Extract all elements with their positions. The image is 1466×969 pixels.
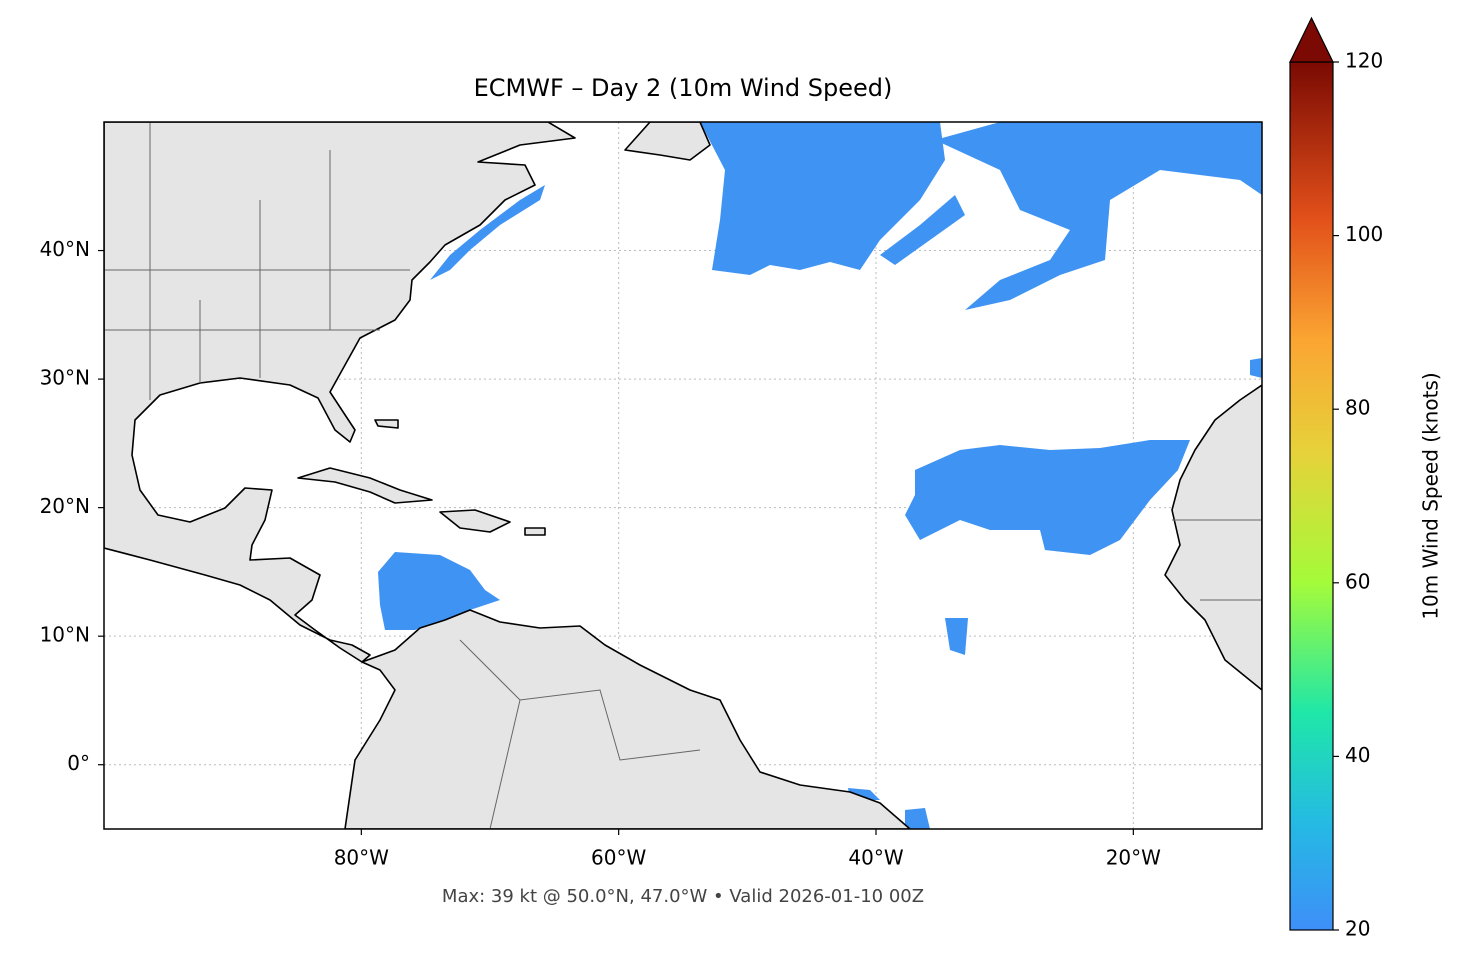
colorbar-tick-label: 20 xyxy=(1345,917,1370,941)
south-america xyxy=(344,609,911,829)
colorbar-tick-label: 100 xyxy=(1345,222,1383,246)
wind-patch xyxy=(1185,122,1262,195)
colorbar-bar xyxy=(1289,61,1334,931)
wind-patch xyxy=(905,440,1190,555)
newfoundland xyxy=(624,122,711,161)
colorbar-extend xyxy=(1289,16,1334,63)
y-tick-label: 0° xyxy=(67,751,90,775)
x-tick-label: 80°W xyxy=(334,846,389,870)
colorbar-tick-label: 60 xyxy=(1345,569,1370,593)
axes: 80°W 60°W 40°W 20°W 0° 10°N 20°N 30°N 40°N xyxy=(40,237,1162,869)
x-tick-label: 60°W xyxy=(591,846,646,870)
jamaica xyxy=(374,419,399,429)
north-america xyxy=(104,122,576,663)
colorbar-tick-label: 120 xyxy=(1345,49,1383,73)
colorbar-tick-label: 40 xyxy=(1345,743,1370,767)
africa xyxy=(1164,384,1262,691)
border-lines xyxy=(459,519,1262,829)
land xyxy=(104,122,1262,829)
puerto-rico xyxy=(524,527,546,536)
y-tick-label: 20°N xyxy=(40,494,90,518)
footnote: Max: 39 kt @ 50.0°N, 47.0°W • Valid 2026… xyxy=(442,886,924,907)
wind-patch xyxy=(905,808,930,829)
wind-patch xyxy=(880,195,965,265)
wind-field xyxy=(315,122,1262,829)
x-tick-label: 40°W xyxy=(848,846,903,870)
hispaniola xyxy=(439,509,511,533)
colorbar-ticks: 20 40 60 80 100 120 xyxy=(1333,49,1383,941)
wind-patch xyxy=(945,618,968,655)
wind-patch xyxy=(1250,358,1262,378)
map-title: ECMWF – Day 2 (10m Wind Speed) xyxy=(474,74,893,102)
map-frame xyxy=(103,121,1263,830)
borders xyxy=(104,122,1262,829)
y-tick-label: 30°N xyxy=(40,366,90,390)
wind-patch xyxy=(378,552,500,630)
colorbar: 20 40 60 80 100 120 10m Wind Speed (knots) xyxy=(1289,16,1443,941)
map-area xyxy=(104,122,1262,829)
wind-patch xyxy=(430,185,545,280)
border-lines xyxy=(104,122,410,400)
x-tick-label: 20°W xyxy=(1106,846,1161,870)
colorbar-tick-label: 80 xyxy=(1345,396,1370,420)
y-tick-label: 40°N xyxy=(40,237,90,261)
cuba xyxy=(297,467,433,504)
wind-patch xyxy=(700,122,945,275)
y-tick-label: 10°N xyxy=(40,623,90,647)
colorbar-label: 10m Wind Speed (knots) xyxy=(1419,372,1443,619)
wind-patch xyxy=(935,122,1262,310)
